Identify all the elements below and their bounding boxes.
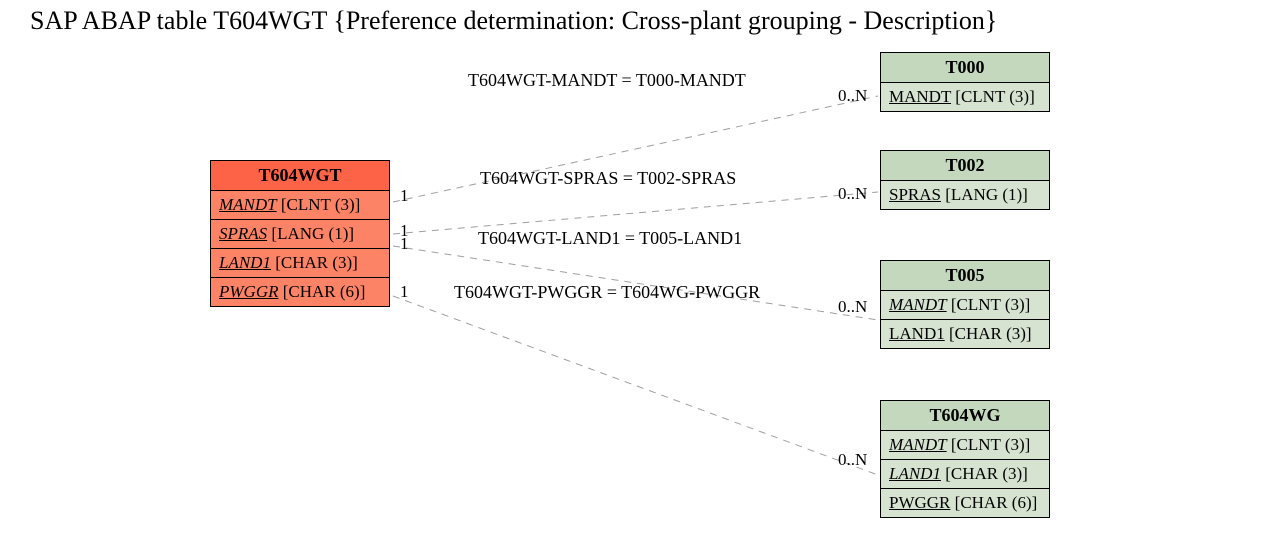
field-name: SPRAS	[219, 224, 267, 243]
join-condition-label: T604WGT-SPRAS = T002-SPRAS	[480, 168, 736, 189]
field-name: MANDT	[889, 87, 951, 106]
cardinality-left: 1	[400, 282, 409, 302]
table-header: T002	[881, 151, 1049, 181]
diagram-stage: { "title": "SAP ABAP table T604WGT {Pref…	[0, 0, 1272, 549]
join-condition-label: T604WGT-LAND1 = T005-LAND1	[478, 228, 742, 249]
table-field-row: MANDT [CLNT (3)]	[881, 431, 1049, 459]
table-header: T005	[881, 261, 1049, 291]
field-name: SPRAS	[889, 185, 941, 204]
field-type: [CHAR (3)]	[949, 324, 1032, 343]
field-name: LAND1	[889, 324, 945, 343]
table-t005: T005 MANDT [CLNT (3)]LAND1 [CHAR (3)]	[880, 260, 1050, 349]
table-t002: T002 SPRAS [LANG (1)]	[880, 150, 1050, 210]
field-type: [CHAR (3)]	[275, 253, 358, 272]
field-type: [CLNT (3)]	[281, 195, 360, 214]
table-rows: MANDT [CLNT (3)]LAND1 [CHAR (3)]	[881, 291, 1049, 348]
field-name: PWGGR	[889, 493, 950, 512]
cardinality-left: 1	[400, 186, 409, 206]
table-field-row: MANDT [CLNT (3)]	[211, 191, 389, 219]
table-field-row: LAND1 [CHAR (3)]	[211, 248, 389, 277]
table-rows: SPRAS [LANG (1)]	[881, 181, 1049, 209]
field-type: [CHAR (6)]	[955, 493, 1038, 512]
table-field-row: MANDT [CLNT (3)]	[881, 291, 1049, 319]
table-field-row: LAND1 [CHAR (3)]	[881, 319, 1049, 348]
field-type: [CLNT (3)]	[951, 435, 1030, 454]
field-type: [LANG (1)]	[945, 185, 1028, 204]
table-header: T604WGT	[211, 161, 389, 191]
table-rows: MANDT [CLNT (3)]LAND1 [CHAR (3)]PWGGR [C…	[881, 431, 1049, 517]
field-type: [CHAR (6)]	[283, 282, 366, 301]
table-rows: MANDT [CLNT (3)]	[881, 83, 1049, 111]
table-header: T000	[881, 53, 1049, 83]
table-field-row: PWGGR [CHAR (6)]	[881, 488, 1049, 517]
cardinality-right: 0..N	[838, 297, 867, 317]
table-t000: T000 MANDT [CLNT (3)]	[880, 52, 1050, 112]
cardinality-left: 1	[400, 234, 409, 254]
table-t604wg: T604WG MANDT [CLNT (3)]LAND1 [CHAR (3)]P…	[880, 400, 1050, 518]
field-name: MANDT	[889, 435, 947, 454]
cardinality-right: 0..N	[838, 184, 867, 204]
table-field-row: LAND1 [CHAR (3)]	[881, 459, 1049, 488]
table-header: T604WG	[881, 401, 1049, 431]
join-condition-label: T604WGT-PWGGR = T604WG-PWGGR	[454, 282, 760, 303]
field-type: [CHAR (3)]	[945, 464, 1028, 483]
table-t604wgt: T604WGT MANDT [CLNT (3)]SPRAS [LANG (1)]…	[210, 160, 390, 307]
field-name: PWGGR	[219, 282, 278, 301]
table-field-row: PWGGR [CHAR (6)]	[211, 277, 389, 306]
cardinality-right: 0..N	[838, 86, 867, 106]
field-name: LAND1	[889, 464, 941, 483]
table-field-row: SPRAS [LANG (1)]	[211, 219, 389, 248]
field-type: [CLNT (3)]	[955, 87, 1034, 106]
table-field-row: MANDT [CLNT (3)]	[881, 83, 1049, 111]
field-name: MANDT	[889, 295, 947, 314]
field-name: LAND1	[219, 253, 271, 272]
table-rows: MANDT [CLNT (3)]SPRAS [LANG (1)]LAND1 [C…	[211, 191, 389, 306]
field-name: MANDT	[219, 195, 277, 214]
diagram-title: SAP ABAP table T604WGT {Preference deter…	[30, 6, 997, 36]
field-type: [LANG (1)]	[271, 224, 354, 243]
field-type: [CLNT (3)]	[951, 295, 1030, 314]
table-field-row: SPRAS [LANG (1)]	[881, 181, 1049, 209]
cardinality-right: 0..N	[838, 450, 867, 470]
join-condition-label: T604WGT-MANDT = T000-MANDT	[468, 70, 746, 91]
